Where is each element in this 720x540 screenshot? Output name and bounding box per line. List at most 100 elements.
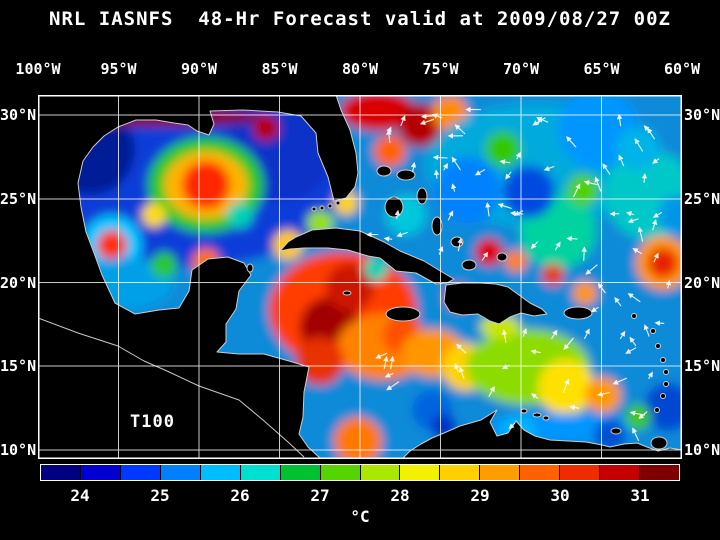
current-vector-arrow: [584, 328, 590, 340]
colorbar-segment: [240, 465, 281, 480]
colorbar-tick-label: 24: [70, 486, 90, 505]
colorbar-segment: [280, 465, 321, 480]
current-vector-arrow: [400, 115, 406, 127]
current-vector-arrow: [652, 211, 663, 218]
current-vector-arrow: [456, 343, 467, 354]
current-vector-arrow: [451, 183, 457, 192]
colorbar-segment: [80, 465, 121, 480]
lon-tick-label: 60°W: [663, 60, 701, 78]
current-vector-arrow: [566, 235, 578, 242]
lat-tick-label: 15°N: [0, 357, 37, 375]
current-vector-arrow: [665, 279, 672, 289]
lon-tick-label: 70°W: [502, 60, 540, 78]
current-vector-arrow: [386, 126, 392, 135]
lat-tick-label: 15°N: [684, 357, 720, 375]
current-vector-arrow: [532, 117, 546, 126]
colorbar-segment: [320, 465, 361, 480]
current-vector-arrow: [616, 113, 623, 127]
current-vector-arrow: [383, 236, 393, 242]
lat-tick-label: 30°N: [684, 106, 720, 124]
current-vector-arrow: [614, 297, 622, 307]
current-vector-arrow: [458, 366, 465, 379]
current-vector-arrow: [625, 347, 637, 354]
colorbar-tick-label: 27: [310, 486, 330, 505]
colorbar-ticks: 24 25 26 27 28 29 30 31: [40, 486, 680, 505]
current-vector-arrow: [501, 364, 510, 370]
current-vector-arrow: [638, 411, 648, 420]
colorbar-tick-label: 25: [150, 486, 170, 505]
current-vector-arrow: [431, 113, 443, 119]
jamaica-island: [385, 306, 421, 322]
current-vector-arrow: [501, 329, 508, 343]
lat-tick-label: 20°N: [684, 273, 720, 292]
current-vector-arrow: [384, 372, 394, 378]
current-vector-arrow: [566, 136, 577, 148]
current-vector-arrow: [508, 422, 516, 430]
current-vector-arrow: [590, 306, 599, 313]
colorbar-segment: [160, 465, 201, 480]
lon-tick-label: 85°W: [261, 60, 298, 78]
current-vector-arrow: [618, 154, 625, 167]
current-vector-arrow: [438, 245, 444, 255]
current-vector-arrow: [634, 138, 644, 152]
current-vector-arrow: [410, 161, 417, 173]
current-vector-arrow: [419, 118, 435, 125]
colorbar-segment: [360, 465, 401, 480]
colorbar-segment: [520, 465, 561, 480]
current-vector-arrow: [627, 293, 641, 303]
current-vector-arrow: [389, 355, 395, 370]
colorbar-tick-label: 28: [390, 486, 410, 505]
current-vector-arrow: [394, 209, 401, 219]
cuba-island: [279, 227, 455, 285]
colorbar-segment: [400, 465, 441, 480]
current-vector-arrow: [651, 219, 658, 231]
colorbar-tick-label: 31: [630, 486, 650, 505]
colorbar-segment: [640, 465, 679, 480]
current-vector-arrow: [619, 330, 626, 340]
cayman-island: [342, 290, 352, 296]
current-vector-arrow: [505, 171, 512, 180]
colorbar-segment: [41, 465, 81, 480]
current-vector-arrow: [602, 163, 611, 175]
current-vector-arrow: [454, 362, 460, 373]
current-vector-arrow: [531, 393, 539, 400]
current-vector-arrow: [383, 356, 389, 370]
lat-tick-label: 20°N: [0, 273, 37, 292]
current-vector-arrow: [563, 337, 574, 350]
current-vector-arrow: [497, 203, 512, 210]
current-vector-arrow: [554, 241, 561, 251]
current-vector-arrow: [585, 264, 598, 275]
current-vector-arrow: [652, 158, 660, 164]
cozumel-island: [246, 263, 254, 273]
current-vector-arrow: [386, 381, 400, 391]
map-svg: T100: [38, 95, 682, 459]
lon-tick-label: 90°W: [180, 60, 218, 78]
current-vector-arrow: [514, 210, 524, 216]
bahamas-islands: [376, 165, 508, 271]
pacific-coastline: [38, 317, 305, 458]
current-vector-arrow: [396, 231, 408, 238]
colorbar-segment: [200, 465, 241, 480]
current-vector-arrow: [454, 124, 466, 135]
current-vector-arrow: [597, 282, 606, 294]
current-vector-arrow: [625, 211, 635, 217]
current-vector-arrow: [530, 241, 539, 250]
current-vector-arrow: [451, 156, 461, 171]
colorbar-segment: [440, 465, 481, 480]
grid-lines: [38, 95, 682, 459]
colorbar-tick-label: 30: [550, 486, 570, 505]
current-vector-arrow: [457, 237, 463, 252]
lon-tick-label: 65°W: [583, 60, 620, 78]
current-vector-arrow: [562, 378, 570, 394]
lon-tick-label: 80°W: [341, 60, 379, 78]
lat-tick-label: 30°N: [0, 106, 37, 124]
current-vector-arrow: [543, 165, 555, 171]
current-vector-arrow: [573, 183, 581, 197]
lon-tick-label: 75°W: [422, 60, 459, 78]
colorbar: [40, 464, 680, 481]
current-vector-arrow: [632, 427, 640, 442]
current-vector-arrow: [627, 217, 639, 224]
lon-tick-label: 95°W: [100, 60, 137, 78]
current-vector-arrow: [647, 127, 656, 140]
map-plot-area: T100: [38, 95, 682, 459]
